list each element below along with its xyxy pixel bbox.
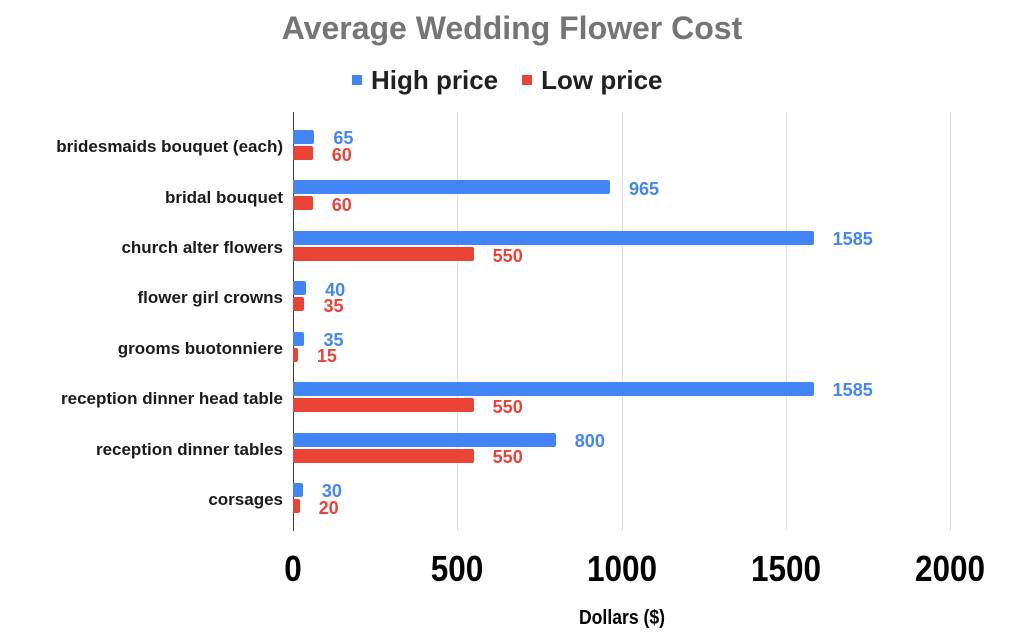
legend-label: High price: [371, 65, 499, 95]
legend-label: Low price: [541, 65, 663, 95]
high-price-bar[interactable]: [293, 180, 610, 195]
legend: High price Low price: [352, 67, 687, 93]
low-price-bar[interactable]: [293, 398, 474, 413]
gridline: [457, 112, 458, 531]
low-price-value-label: 550: [492, 396, 523, 417]
low-price-bar[interactable]: [293, 246, 474, 261]
category-label: reception dinner head table: [61, 389, 283, 409]
high-price-value-label: 35: [323, 330, 344, 351]
high-price-value-label: 65: [333, 128, 354, 149]
high-price-value-label: 1585: [832, 380, 873, 401]
high-price-bar[interactable]: [293, 382, 814, 397]
low-price-value-label: 20: [318, 497, 339, 518]
low-price-value-label: 35: [323, 295, 344, 316]
high-price-bar[interactable]: [293, 281, 307, 296]
x-tick-label: 2000: [914, 548, 986, 589]
category-label: reception dinner tables: [95, 439, 283, 459]
category-label: church alter flowers: [121, 238, 283, 258]
high-price-bar[interactable]: [293, 483, 303, 497]
gridline: [786, 112, 787, 531]
x-tick-label: 1500: [750, 548, 821, 589]
low-price-bar[interactable]: [293, 347, 298, 362]
high-price-bar[interactable]: [293, 130, 315, 144]
high-price-bar[interactable]: [293, 432, 556, 447]
legend-swatch-icon: [352, 75, 362, 85]
category-label: corsages: [208, 490, 283, 510]
low-price-value-label: 60: [331, 195, 352, 216]
high-price-value-label: 30: [321, 481, 342, 502]
high-price-value-label: 1585: [832, 229, 873, 250]
legend-swatch-icon: [522, 75, 533, 85]
category-label: bridesmaids bouquet (each): [56, 137, 283, 157]
high-price-value-label: 965: [629, 178, 660, 199]
high-price-value-label: 800: [574, 430, 605, 451]
low-price-bar[interactable]: [293, 196, 313, 211]
x-tick-label: 0: [284, 548, 302, 589]
low-price-bar[interactable]: [293, 146, 313, 160]
category-label: bridal bouquet: [164, 187, 283, 207]
low-price-value-label: 60: [331, 144, 352, 165]
y-axis-line: [293, 112, 294, 531]
high-price-value-label: 40: [325, 279, 346, 300]
x-tick-label: 500: [430, 548, 484, 589]
x-axis-title: Dollars ($): [578, 607, 666, 629]
category-label: flower girl crowns: [137, 288, 283, 308]
low-price-bar[interactable]: [293, 499, 300, 513]
gridline: [950, 112, 951, 531]
low-price-value-label: 550: [492, 245, 523, 266]
low-price-bar[interactable]: [293, 448, 474, 463]
chart-title: Average Wedding Flower Cost: [281, 10, 743, 46]
high-price-bar[interactable]: [293, 331, 305, 346]
high-price-bar[interactable]: [293, 230, 814, 245]
low-price-value-label: 550: [492, 447, 523, 468]
gridline: [622, 112, 623, 531]
low-price-value-label: 15: [316, 346, 337, 367]
legend-item-high-price: High price: [352, 67, 498, 93]
low-price-bar[interactable]: [293, 297, 305, 312]
category-label: grooms buotonniere: [117, 338, 283, 358]
x-tick-label: 1000: [586, 548, 657, 589]
legend-item-low-price: Low price: [522, 65, 663, 95]
